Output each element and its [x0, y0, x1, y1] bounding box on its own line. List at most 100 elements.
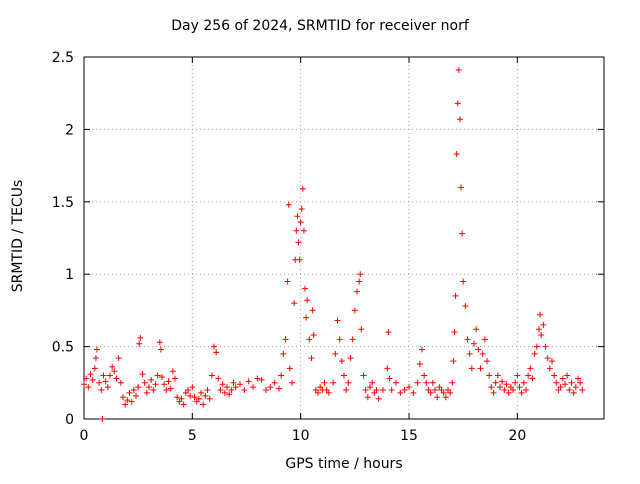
data-point: [484, 358, 490, 365]
data-point: [380, 387, 386, 394]
data-point: [338, 358, 345, 365]
data-point: [206, 395, 213, 402]
data-point: [300, 227, 307, 234]
data-point: [94, 346, 100, 353]
data-point: [294, 213, 301, 220]
y-axis-label: SRMTID / TECUs: [10, 179, 26, 293]
data-point: [364, 394, 371, 401]
data-point: [157, 346, 164, 353]
data-point: [241, 387, 248, 394]
data-point: [386, 375, 393, 382]
data-point: [309, 307, 316, 314]
data-point: [172, 375, 178, 382]
data-point: [434, 394, 441, 401]
data-point: [104, 384, 111, 391]
data-point: [354, 288, 360, 295]
x-tick-label: 10: [292, 428, 310, 444]
data-point: [286, 365, 293, 372]
data-point: [304, 297, 311, 304]
data-point: [135, 384, 142, 391]
data-point: [137, 334, 144, 341]
data-point: [150, 387, 157, 394]
data-point: [577, 379, 584, 386]
data-point: [360, 372, 367, 379]
data-point: [293, 227, 300, 234]
data-point: [109, 363, 116, 370]
data-point: [462, 303, 469, 310]
data-point: [345, 379, 352, 386]
data-point: [406, 384, 412, 391]
data-point: [99, 416, 106, 422]
x-tick-label: 15: [400, 428, 418, 444]
data-point: [449, 379, 456, 386]
data-point: [373, 387, 380, 394]
data-point: [237, 381, 243, 388]
data-point: [115, 355, 122, 362]
data-point: [527, 365, 534, 372]
data-point: [464, 336, 471, 343]
data-point: [423, 379, 430, 386]
data-point: [189, 384, 196, 391]
data-point: [393, 379, 399, 386]
data-point: [429, 379, 436, 386]
data-point: [245, 378, 252, 385]
data-point: [198, 389, 204, 396]
data-point: [302, 285, 308, 292]
data-point: [529, 375, 536, 382]
data-point: [479, 350, 486, 357]
data-point: [191, 394, 198, 401]
data-point: [128, 398, 135, 405]
x-tick-label: 20: [508, 428, 526, 444]
data-point: [401, 387, 408, 394]
data-point: [111, 368, 118, 375]
data-point: [146, 384, 152, 391]
data-point: [133, 392, 139, 399]
data-point: [460, 278, 467, 285]
data-point: [215, 375, 222, 382]
data-point: [152, 381, 159, 388]
data-point: [341, 372, 347, 379]
x-tick-label: 0: [80, 428, 89, 444]
data-point: [174, 394, 181, 401]
data-point: [161, 381, 168, 388]
data-point: [447, 389, 454, 396]
data-point: [267, 384, 274, 391]
data-point: [481, 336, 488, 343]
data-point: [516, 384, 523, 391]
data-point: [475, 346, 482, 353]
data-point: [297, 219, 304, 226]
data-point: [471, 340, 477, 347]
data-point: [357, 271, 364, 278]
data-point: [416, 360, 423, 367]
data-point: [310, 332, 317, 339]
data-point: [148, 376, 155, 383]
data-point: [219, 381, 226, 388]
data-point: [432, 387, 438, 394]
data-point: [141, 379, 148, 386]
data-point: [494, 372, 501, 379]
data-point: [499, 378, 506, 385]
data-point: [456, 116, 463, 123]
data-point: [559, 375, 566, 382]
data-point: [228, 387, 235, 394]
data-point: [542, 343, 549, 350]
data-point: [81, 381, 87, 388]
data-point: [369, 379, 376, 386]
data-point: [180, 401, 187, 408]
data-point: [501, 387, 508, 394]
data-point: [557, 384, 564, 391]
data-point: [200, 401, 207, 408]
data-point: [533, 343, 540, 350]
data-point: [458, 184, 464, 191]
data-point: [102, 378, 109, 385]
data-point: [271, 379, 278, 386]
data-point: [291, 300, 298, 307]
data-point: [226, 391, 233, 398]
data-point: [165, 378, 172, 385]
data-point: [454, 100, 461, 107]
data-point: [568, 379, 575, 386]
data-point: [505, 389, 512, 396]
data-point: [258, 376, 265, 383]
data-point: [330, 379, 337, 386]
data-point: [85, 384, 92, 391]
